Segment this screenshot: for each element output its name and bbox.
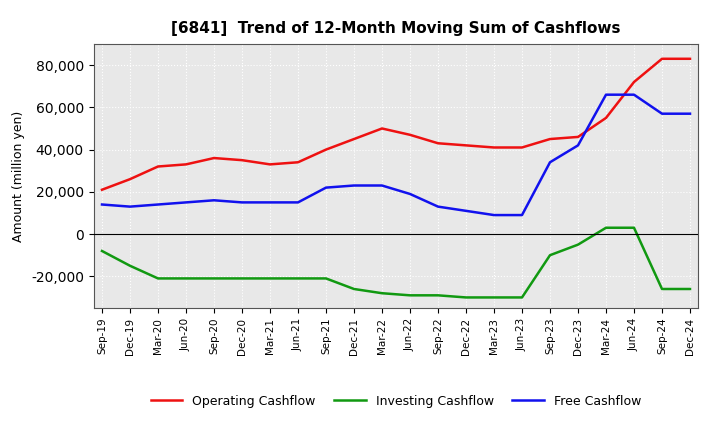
Free Cashflow xyxy=(266,200,274,205)
Free Cashflow xyxy=(630,92,639,97)
Operating Cashflow xyxy=(630,79,639,84)
Operating Cashflow xyxy=(574,134,582,139)
Operating Cashflow xyxy=(181,162,190,167)
Free Cashflow xyxy=(405,191,414,197)
Investing Cashflow xyxy=(350,286,359,292)
Free Cashflow xyxy=(181,200,190,205)
Investing Cashflow xyxy=(602,225,611,231)
Operating Cashflow xyxy=(266,162,274,167)
Investing Cashflow xyxy=(630,225,639,231)
Operating Cashflow xyxy=(490,145,498,150)
Free Cashflow xyxy=(602,92,611,97)
Operating Cashflow xyxy=(350,136,359,142)
Investing Cashflow xyxy=(462,295,470,300)
Operating Cashflow xyxy=(546,136,554,142)
Legend: Operating Cashflow, Investing Cashflow, Free Cashflow: Operating Cashflow, Investing Cashflow, … xyxy=(146,390,646,413)
Operating Cashflow xyxy=(98,187,107,192)
Free Cashflow xyxy=(210,198,218,203)
Operating Cashflow xyxy=(602,115,611,121)
Investing Cashflow xyxy=(657,286,666,292)
Line: Operating Cashflow: Operating Cashflow xyxy=(102,59,690,190)
Investing Cashflow xyxy=(238,276,246,281)
Operating Cashflow xyxy=(238,158,246,163)
Free Cashflow xyxy=(462,208,470,213)
Operating Cashflow xyxy=(685,56,694,62)
Free Cashflow xyxy=(685,111,694,116)
Investing Cashflow xyxy=(181,276,190,281)
Investing Cashflow xyxy=(210,276,218,281)
Operating Cashflow xyxy=(294,160,302,165)
Investing Cashflow xyxy=(574,242,582,247)
Investing Cashflow xyxy=(98,248,107,253)
Free Cashflow xyxy=(433,204,442,209)
Free Cashflow xyxy=(294,200,302,205)
Operating Cashflow xyxy=(153,164,162,169)
Operating Cashflow xyxy=(657,56,666,62)
Investing Cashflow xyxy=(294,276,302,281)
Investing Cashflow xyxy=(322,276,330,281)
Free Cashflow xyxy=(574,143,582,148)
Operating Cashflow xyxy=(433,141,442,146)
Free Cashflow xyxy=(238,200,246,205)
Operating Cashflow xyxy=(126,176,135,182)
Line: Investing Cashflow: Investing Cashflow xyxy=(102,228,690,297)
Line: Free Cashflow: Free Cashflow xyxy=(102,95,690,215)
Free Cashflow xyxy=(518,213,526,218)
Investing Cashflow xyxy=(153,276,162,281)
Free Cashflow xyxy=(350,183,359,188)
Free Cashflow xyxy=(546,160,554,165)
Operating Cashflow xyxy=(322,147,330,152)
Title: [6841]  Trend of 12-Month Moving Sum of Cashflows: [6841] Trend of 12-Month Moving Sum of C… xyxy=(171,21,621,36)
Free Cashflow xyxy=(98,202,107,207)
Investing Cashflow xyxy=(378,290,387,296)
Investing Cashflow xyxy=(405,293,414,298)
Free Cashflow xyxy=(322,185,330,190)
Investing Cashflow xyxy=(685,286,694,292)
Free Cashflow xyxy=(126,204,135,209)
Operating Cashflow xyxy=(405,132,414,137)
Investing Cashflow xyxy=(518,295,526,300)
Investing Cashflow xyxy=(433,293,442,298)
Free Cashflow xyxy=(657,111,666,116)
Operating Cashflow xyxy=(518,145,526,150)
Free Cashflow xyxy=(490,213,498,218)
Operating Cashflow xyxy=(210,155,218,161)
Investing Cashflow xyxy=(546,253,554,258)
Free Cashflow xyxy=(378,183,387,188)
Y-axis label: Amount (million yen): Amount (million yen) xyxy=(12,110,25,242)
Operating Cashflow xyxy=(378,126,387,131)
Investing Cashflow xyxy=(266,276,274,281)
Investing Cashflow xyxy=(490,295,498,300)
Operating Cashflow xyxy=(462,143,470,148)
Investing Cashflow xyxy=(126,263,135,268)
Free Cashflow xyxy=(153,202,162,207)
